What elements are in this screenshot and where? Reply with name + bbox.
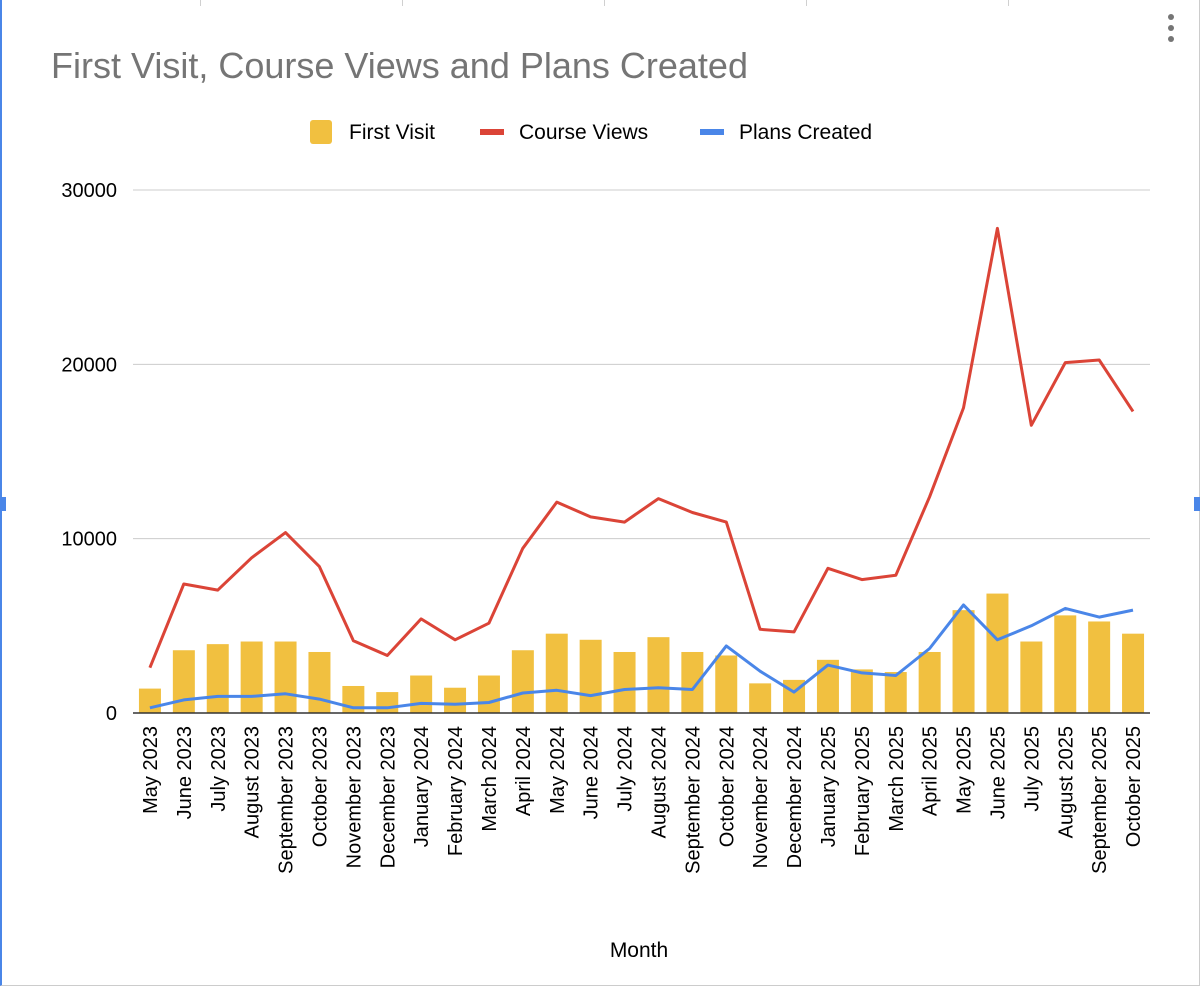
bar-first-visit: [511, 650, 534, 713]
legend: First Visit Course Views Plans Created: [310, 120, 872, 144]
x-tick-label: October 2024: [716, 726, 738, 847]
bar-first-visit: [444, 687, 467, 713]
bar-first-visit: [816, 659, 839, 713]
x-tick-label: December 2023: [377, 726, 399, 868]
x-tick-label: November 2023: [343, 726, 365, 868]
bar-first-visit: [986, 593, 1009, 713]
y-tick-label: 10000: [61, 529, 117, 551]
x-tick-label: May 2023: [140, 726, 162, 814]
legend-plans-created-label: Plans Created: [739, 121, 872, 144]
x-tick-label: June 2024: [581, 726, 603, 819]
y-tick-label: 30000: [61, 180, 117, 202]
legend-course-views-swatch: [480, 129, 504, 135]
bar-first-visit: [477, 675, 500, 713]
line-series: [148, 226, 1135, 710]
x-tick-label: November 2024: [750, 726, 772, 868]
bar-first-visit: [1054, 615, 1077, 713]
legend-first-visit-label: First Visit: [349, 121, 435, 144]
bar-first-visit: [172, 650, 195, 713]
bar-first-visit: [715, 655, 738, 713]
top-ruler-tick: [806, 0, 807, 6]
x-tick-label: March 2025: [886, 726, 908, 832]
x-tick-label: October 2025: [1123, 726, 1145, 847]
line-course-views: [148, 226, 1135, 669]
bar-first-visit: [1020, 641, 1043, 713]
x-tick-label: March 2024: [479, 726, 501, 832]
bar-first-visit: [579, 639, 602, 713]
resize-handle-right[interactable]: [1194, 497, 1200, 511]
bar-first-visit: [410, 675, 433, 713]
x-tick-label: February 2025: [852, 726, 874, 856]
line-plans-created: [149, 603, 1134, 710]
x-tick-label: October 2023: [309, 726, 331, 847]
x-tick-label: April 2024: [513, 726, 535, 816]
resize-handle-left[interactable]: [0, 497, 6, 511]
bar-first-visit: [308, 651, 331, 713]
bar-first-visit: [274, 641, 297, 713]
y-tick-label: 0: [106, 703, 117, 725]
x-tick-label: September 2023: [276, 726, 298, 874]
x-tick-label: February 2024: [445, 726, 467, 856]
x-tick-label: July 2024: [615, 726, 637, 812]
top-ruler-tick: [402, 0, 403, 6]
bar-first-visit: [545, 633, 568, 713]
x-tick-label: August 2025: [1055, 726, 1077, 838]
bar-first-visit: [1088, 621, 1111, 713]
top-ruler-tick: [1008, 0, 1009, 6]
chart-title: First Visit, Course Views and Plans Crea…: [51, 45, 748, 86]
bar-first-visit: [647, 637, 670, 713]
top-ruler-tick: [200, 0, 201, 6]
x-tick-label: May 2025: [954, 726, 976, 814]
x-tick-label: December 2024: [784, 726, 806, 868]
legend-course-views-label: Course Views: [519, 121, 648, 144]
bar-first-visit: [749, 683, 772, 713]
x-tick-label: January 2025: [818, 726, 840, 847]
bar-first-visit: [952, 610, 975, 713]
top-ruler-tick: [604, 0, 605, 6]
gridlines: [133, 189, 1150, 540]
x-tick-label: June 2025: [987, 726, 1009, 819]
bar-first-visit: [138, 688, 161, 713]
x-tick-label: April 2025: [920, 726, 942, 816]
x-tick-label: August 2023: [242, 726, 264, 838]
x-tick-label: January 2024: [411, 726, 433, 847]
bar-first-visit: [1122, 633, 1145, 713]
legend-first-visit-swatch: [310, 120, 332, 144]
x-tick-label: September 2024: [682, 726, 704, 874]
x-axis-ticks: May 2023 June 2023 July 2023 August 2023 Sep…: [140, 726, 1145, 874]
bar-first-visit: [918, 651, 941, 713]
y-tick-label: 20000: [61, 354, 117, 376]
x-tick-label: May 2024: [547, 726, 569, 814]
x-tick-label: June 2023: [174, 726, 196, 819]
x-axis-title: Month: [610, 939, 668, 962]
bar-first-visit: [681, 651, 704, 713]
bar-first-visit: [376, 692, 399, 713]
x-tick-label: July 2025: [1021, 726, 1043, 812]
bar-first-visit: [884, 672, 907, 713]
x-tick-label: August 2024: [648, 726, 670, 838]
y-axis-ticks: 0 10000 20000 30000: [61, 180, 117, 725]
bar-first-visit: [206, 644, 229, 713]
bar-first-visit: [613, 651, 636, 713]
x-tick-label: September 2025: [1089, 726, 1111, 874]
more-vertical-icon[interactable]: [1156, 8, 1186, 48]
x-tick-label: July 2023: [208, 726, 230, 812]
legend-plans-created-swatch: [700, 129, 724, 135]
bar-first-visit: [850, 669, 873, 713]
bar-first-visit: [240, 641, 263, 713]
